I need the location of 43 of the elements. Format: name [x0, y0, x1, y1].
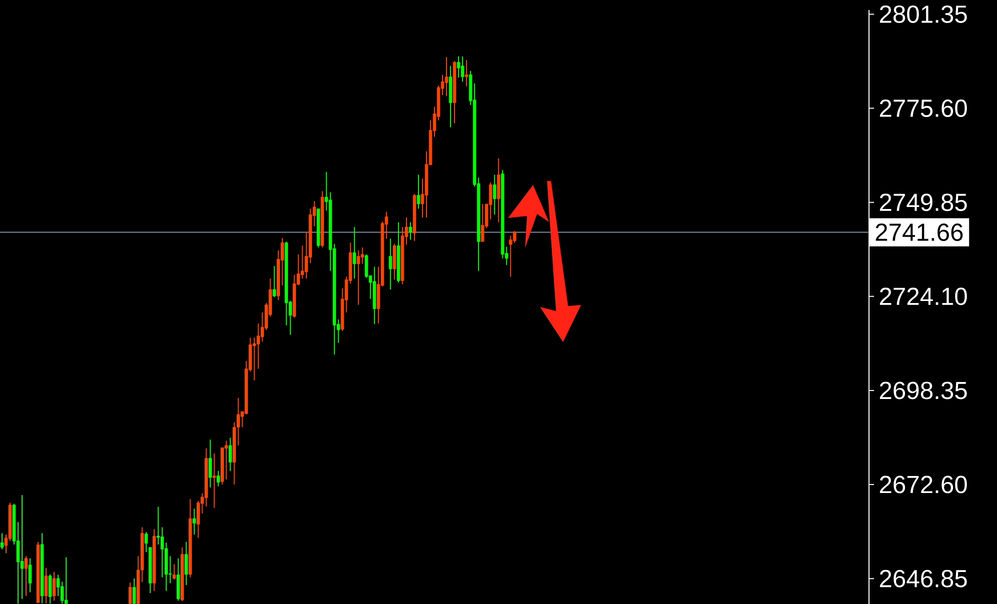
candlestick	[408, 222, 412, 240]
candlestick	[416, 174, 420, 210]
candlestick	[508, 235, 512, 278]
candlestick	[192, 508, 196, 536]
y-tick-label: 2775.60	[880, 100, 967, 118]
candlestick	[352, 226, 356, 280]
candlestick	[392, 243, 396, 280]
candlestick	[228, 437, 232, 472]
candlestick	[512, 230, 516, 244]
candlestick	[0, 532, 4, 550]
candlestick	[272, 266, 276, 298]
candlestick	[184, 541, 188, 586]
candlestick	[224, 440, 228, 480]
candlestick	[52, 571, 56, 602]
candlestick	[456, 56, 460, 78]
candlestick	[128, 582, 132, 604]
y-tick-label: 2672.60	[880, 476, 967, 494]
candlestick	[480, 203, 484, 242]
candlestick	[64, 556, 68, 604]
candlestick	[356, 250, 360, 306]
y-tick-label: 2724.10	[880, 288, 967, 306]
y-tick-label: 2698.35	[880, 382, 967, 400]
candlestick	[388, 238, 392, 290]
candlestick	[28, 558, 32, 593]
candlestick	[24, 556, 28, 596]
candlestick	[48, 574, 52, 604]
y-tick-label: 2801.35	[880, 5, 967, 23]
y-tick-label: 2646.85	[880, 570, 967, 588]
ref-line-label: 2741.66	[876, 224, 963, 241]
candlestick	[172, 564, 176, 580]
candlestick	[464, 60, 468, 87]
candlestick	[460, 56, 464, 82]
candlestick	[216, 470, 220, 487]
candlestick	[20, 494, 24, 600]
candlestick	[252, 337, 256, 381]
candlestick	[444, 56, 448, 97]
candlestick	[144, 532, 148, 553]
candlestick	[492, 174, 496, 216]
y-tick-label: 2749.85	[880, 194, 967, 212]
candlestick	[212, 452, 216, 508]
candlestick	[208, 439, 212, 488]
candlestick	[44, 567, 48, 604]
candlestick	[132, 578, 136, 604]
